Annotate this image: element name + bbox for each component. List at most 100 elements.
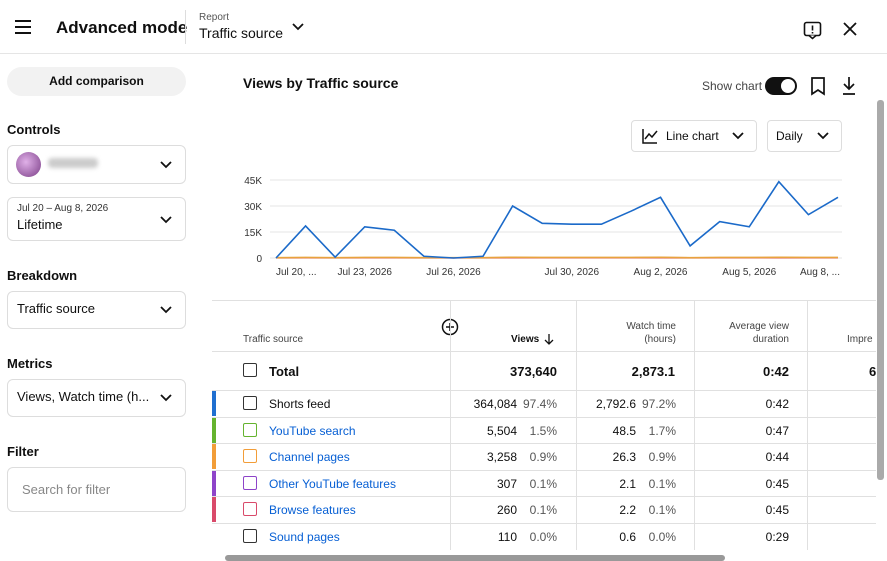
column-border	[576, 300, 577, 550]
section-label: Breakdown	[7, 268, 78, 283]
checkbox[interactable]	[243, 396, 257, 410]
column-header: duration	[752, 334, 789, 345]
views: 364,084	[473, 397, 517, 411]
x-tick-label: Jul 26, 2026	[426, 267, 481, 278]
total-views: 373,640	[510, 364, 557, 379]
add-comparison-button[interactable]	[7, 67, 186, 96]
row-color	[212, 417, 216, 443]
menu-icon[interactable]	[14, 19, 34, 35]
column-header[interactable]: Watch time	[626, 321, 676, 332]
watch-time-pct: 0.1%	[648, 476, 676, 491]
column-header[interactable]: Traffic source	[243, 334, 304, 345]
row-color	[212, 444, 216, 469]
source-link[interactable]: YouTube search	[269, 423, 356, 438]
watch-time: 2.2	[619, 503, 636, 517]
y-tick-label: 0	[256, 254, 262, 265]
source-link[interactable]: Sound pages	[269, 529, 340, 544]
filter-input[interactable]	[7, 467, 186, 512]
total-watch-time: 2,873.1	[631, 364, 675, 379]
x-tick-label: Jul 20, ...	[276, 267, 317, 278]
show-chart-label: Show chart	[702, 79, 763, 93]
row-color	[212, 391, 216, 416]
chevron[interactable]	[291, 22, 305, 32]
report-label: Report	[199, 12, 230, 23]
avg-duration: 0:45	[765, 503, 789, 517]
watch-time: 2,792.6	[595, 397, 636, 411]
x-tick-label: Aug 2, 2026	[634, 267, 688, 278]
views: 5,504	[486, 423, 517, 438]
row-color	[212, 497, 216, 522]
watch-time: 26.3	[612, 450, 636, 464]
report-value[interactable]: Traffic source	[199, 25, 284, 41]
header	[0, 0, 887, 54]
feedback-icon[interactable]	[803, 21, 822, 40]
source-link[interactable]: Channel pages	[269, 450, 350, 464]
close-icon[interactable]	[843, 22, 857, 36]
avg-duration: 0:44	[765, 450, 789, 464]
interval-select[interactable]	[767, 120, 842, 152]
watch-time: 48.5	[612, 423, 636, 438]
checkbox[interactable]	[243, 363, 257, 377]
metrics-select[interactable]	[7, 379, 186, 417]
views: 260	[496, 503, 517, 517]
watch-time-pct: 97.2%	[641, 397, 676, 411]
checkbox[interactable]	[243, 449, 257, 463]
sort-icon	[544, 334, 554, 345]
add-comparison-label: Add comparison	[49, 74, 144, 88]
checkbox[interactable]	[243, 502, 257, 516]
column-header: (hours)	[644, 334, 676, 345]
views-pct: 1.5%	[529, 423, 557, 438]
column-header[interactable]: Impre	[847, 334, 873, 345]
watch-time: 2.1	[619, 476, 636, 491]
x-tick-label: Aug 8, ...	[800, 267, 840, 278]
divider	[185, 10, 186, 44]
avg-duration: 0:45	[765, 476, 789, 491]
row-color	[212, 523, 216, 549]
date-select[interactable]	[7, 197, 186, 241]
period: Lifetime	[17, 217, 63, 232]
avg-duration: 0:29	[765, 529, 789, 544]
row-border	[212, 390, 876, 391]
chart-type: Line chart	[666, 129, 719, 143]
source-label: Shorts feed	[269, 397, 331, 411]
metrics-value: Views, Watch time (h...	[17, 389, 150, 404]
row-color	[212, 470, 216, 496]
checkbox[interactable]	[243, 528, 257, 543]
h-scrollbar[interactable]	[225, 555, 725, 561]
watch-time-pct: 1.7%	[648, 423, 676, 438]
total-duration: 0:42	[762, 364, 789, 379]
date-range: Jul 20 – Aug 8, 2026	[17, 203, 109, 214]
avatar	[16, 152, 41, 177]
row-border	[212, 351, 876, 352]
y-tick-label: 45K	[244, 176, 262, 187]
source-link[interactable]: Other YouTube features	[269, 476, 396, 491]
total-label: Total	[269, 364, 300, 379]
source-link[interactable]: Browse features	[269, 503, 356, 517]
column-header[interactable]: Views	[511, 334, 540, 345]
v-scrollbar[interactable]	[877, 100, 884, 480]
watch-time-pct: 0.9%	[648, 450, 676, 464]
interval: Daily	[776, 129, 803, 143]
avg-duration: 0:47	[765, 423, 789, 438]
column-border	[694, 300, 695, 550]
checkbox[interactable]	[243, 475, 257, 490]
y-tick-label: 15K	[244, 228, 262, 239]
x-tick-label: Jul 23, 2026	[337, 267, 392, 278]
header-title: Advanced mode	[56, 18, 188, 37]
filter-placeholder: Search for filter	[22, 482, 111, 497]
total-impressions: 6	[869, 364, 877, 379]
chart-title: Views by Traffic source	[243, 75, 399, 91]
views: 3,258	[486, 450, 517, 464]
views-pct: 0.1%	[529, 476, 557, 491]
views-pct: 0.0%	[529, 529, 557, 544]
chart-controls[interactable]	[764, 75, 864, 97]
blurred-name	[48, 158, 98, 168]
breakdown-select[interactable]	[7, 291, 186, 329]
views-pct: 0.9%	[529, 450, 557, 464]
row-border	[212, 416, 876, 418]
column-border	[807, 300, 808, 550]
column-header[interactable]: Average view	[729, 321, 789, 332]
checkbox[interactable]	[243, 422, 257, 437]
views: 110	[497, 529, 517, 544]
